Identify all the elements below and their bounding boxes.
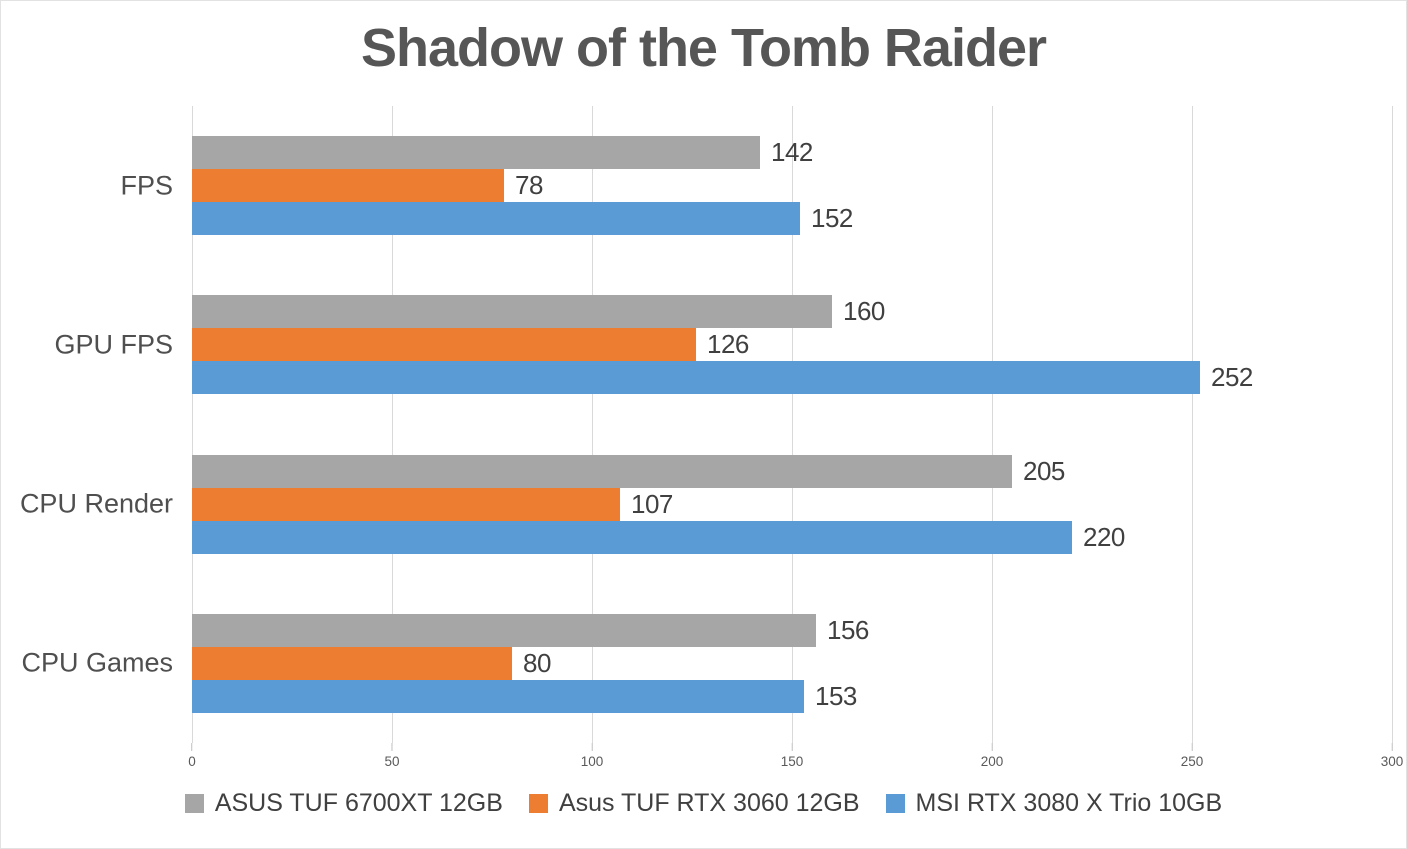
x-tick-label: 300	[1380, 754, 1404, 769]
bar	[192, 361, 1200, 395]
x-tick-label: 150	[780, 754, 804, 769]
legend-entry: Asus TUF RTX 3060 12GB	[528, 789, 860, 818]
bar-value-label: 252	[1211, 362, 1253, 393]
bar-row: 142	[192, 136, 1392, 170]
x-axis: 0 50 100 150 200 250 300	[188, 743, 1403, 777]
bar-row: 160	[192, 295, 1392, 329]
x-tick: 250	[1180, 743, 1204, 769]
category-band: GPU FPS 160 126 252	[54, 265, 1392, 424]
bar	[192, 520, 1072, 554]
bar-row: 126	[192, 328, 1392, 362]
plot-area: FPS 142 78 152 GPU FPS 160 126 252 CPU Render 205…	[20, 106, 1393, 743]
bar-row: 205	[192, 454, 1392, 488]
bar-row: 107	[192, 487, 1392, 521]
bar	[192, 679, 804, 713]
x-tick: 150	[780, 743, 804, 769]
chart-title: Shadow of the Tomb Raider	[360, 18, 1047, 78]
category-band: CPU Render 205 107 220	[20, 425, 1392, 584]
x-tick-label: 200	[980, 754, 1004, 769]
x-tick-mark	[591, 743, 593, 751]
legend-entry: MSI RTX 3080 X Trio 10GB	[885, 789, 1223, 818]
x-tick: 300	[1380, 743, 1404, 769]
bar-row: 152	[192, 202, 1392, 236]
bar-group: 142 78 152	[192, 136, 1392, 236]
legend-label: Asus TUF RTX 3060 12GB	[558, 789, 860, 817]
legend-label: ASUS TUF 6700XT 12GB	[214, 789, 503, 817]
gridline-100	[592, 106, 593, 743]
bar-value-label: 156	[827, 614, 869, 645]
bar	[192, 487, 620, 521]
bar-group: 205 107 220	[192, 454, 1392, 554]
bar	[192, 169, 504, 203]
legend: ASUS TUF 6700XT 12GB Asus TUF RTX 3060 12…	[1, 789, 1406, 818]
x-tick-label: 50	[384, 754, 400, 769]
gridline-300	[1392, 106, 1393, 743]
category-label: GPU FPS	[54, 329, 173, 360]
bar	[192, 295, 832, 329]
gridline-150	[792, 106, 793, 743]
bar	[192, 136, 760, 170]
bar-row: 252	[192, 361, 1392, 395]
category-label: FPS	[120, 170, 173, 201]
x-tick-mark	[1391, 743, 1393, 751]
category-label: CPU Render	[19, 488, 173, 519]
bar-value-label: 153	[815, 680, 857, 711]
x-tick: 50	[384, 743, 400, 769]
legend-swatch	[184, 794, 204, 813]
gridline-0	[192, 106, 193, 743]
bar-value-label: 142	[771, 137, 813, 168]
category-label: CPU Games	[21, 647, 173, 678]
bar	[192, 328, 696, 362]
bar	[192, 613, 816, 647]
bar-value-label: 78	[515, 170, 543, 201]
gridline-250	[1192, 106, 1193, 743]
x-tick-label: 0	[188, 754, 196, 769]
gridline-50	[392, 106, 393, 743]
bar	[192, 646, 512, 680]
bar-group: 160 126 252	[192, 295, 1392, 395]
category-band: FPS 142 78 152	[120, 106, 1392, 265]
bar	[192, 202, 800, 236]
gridline-200	[992, 106, 993, 743]
x-tick-mark	[791, 743, 793, 751]
bar-value-label: 220	[1083, 521, 1125, 552]
bar-value-label: 205	[1023, 455, 1065, 486]
bar-row: 80	[192, 646, 1392, 680]
bar-group: 156 80 153	[192, 613, 1392, 713]
x-tick-mark	[391, 743, 393, 751]
bar-row: 156	[192, 613, 1392, 647]
bar-value-label: 80	[523, 647, 551, 678]
category-band: CPU Games 156 80 153	[21, 584, 1392, 743]
x-tick-mark	[991, 743, 993, 751]
x-tick-mark	[191, 743, 193, 751]
x-tick: 0	[188, 743, 196, 769]
bar	[192, 454, 1012, 488]
legend-label: MSI RTX 3080 X Trio 10GB	[915, 789, 1223, 817]
bar-value-label: 107	[631, 488, 673, 519]
x-tick: 100	[580, 743, 604, 769]
x-tick: 200	[980, 743, 1004, 769]
x-tick-label: 250	[1180, 754, 1204, 769]
category-bands: FPS 142 78 152 GPU FPS 160 126 252 CPU Render 205…	[20, 106, 1392, 743]
bar-row: 220	[192, 520, 1392, 554]
bar-value-label: 126	[707, 329, 749, 360]
x-tick-label: 100	[580, 754, 604, 769]
legend-entry: ASUS TUF 6700XT 12GB	[184, 789, 503, 818]
legend-swatch	[885, 794, 905, 813]
bar-row: 78	[192, 169, 1392, 203]
legend-swatch	[528, 794, 548, 813]
bar-value-label: 152	[811, 203, 853, 234]
bar-row: 153	[192, 679, 1392, 713]
x-tick-mark	[1191, 743, 1193, 751]
bar-value-label: 160	[843, 296, 885, 327]
